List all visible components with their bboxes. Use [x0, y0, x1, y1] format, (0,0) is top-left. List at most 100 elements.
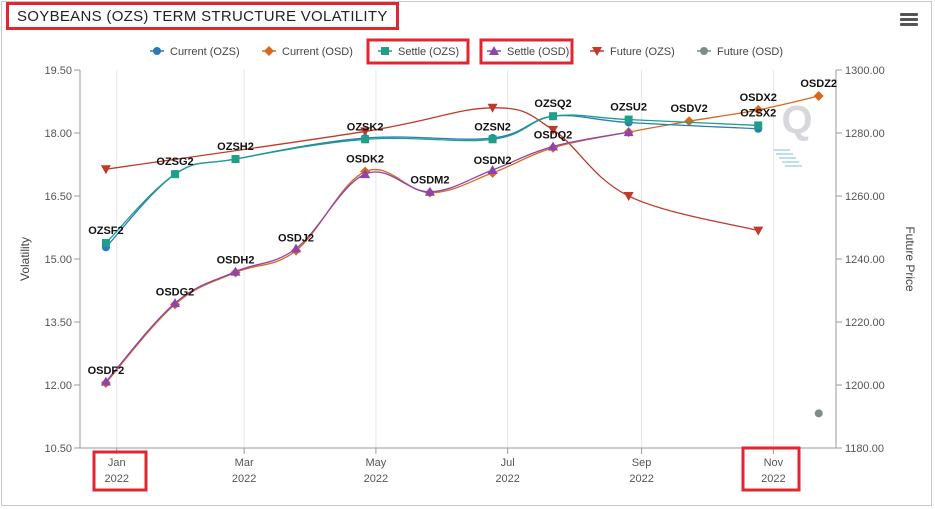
data-label: OSDZ2: [800, 78, 837, 90]
left-tick-label: 19.50: [44, 65, 72, 77]
data-point-future-ozs: [753, 226, 764, 236]
legend-label: Settle (OZS): [398, 46, 459, 58]
data-point-settle-osd: [170, 298, 181, 308]
series-future-ozs: [100, 103, 764, 236]
data-label: OSDQ2: [534, 130, 573, 142]
legend-label: Future (OSD): [717, 46, 783, 58]
data-point-future-ozs: [487, 103, 498, 113]
series-settle-osd: [100, 127, 634, 386]
legend-symbol: [489, 46, 499, 55]
data-label: OSDK2: [346, 154, 384, 166]
data-label: OZSX2: [740, 107, 776, 119]
data-point-settle-osd: [623, 127, 634, 137]
data-label: OSDM2: [410, 175, 449, 187]
data-point-settle-osd: [230, 266, 241, 276]
data-point-current-osd: [684, 116, 695, 127]
chart-title-box: SOYBEANS (OZS) TERM STRUCTURE VOLATILITY: [6, 2, 399, 30]
highlight-nov-2022: [741, 446, 801, 492]
data-label: OSDF2: [88, 365, 125, 377]
data-label: OZSK2: [347, 121, 384, 133]
x-tick-year: 2022: [364, 473, 388, 485]
series-future-osd: [814, 409, 823, 418]
x-tick-month: Mar: [235, 457, 254, 469]
legend-symbol: [381, 47, 389, 55]
data-point-settle-osd: [548, 141, 559, 151]
legend-item-current-ozs[interactable]: Current (OZS): [150, 46, 240, 58]
data-label: OSDH2: [217, 254, 255, 266]
legend-item-current-osd[interactable]: Current (OSD): [262, 46, 353, 58]
left-tick-label: 15.00: [44, 254, 72, 266]
legend-item-future-ozs[interactable]: Future (OZS): [590, 46, 675, 58]
left-tick-label: 16.50: [44, 191, 72, 203]
left-tick-label: 12.00: [44, 380, 72, 392]
legend-item-settle-osd[interactable]: Settle (OSD): [487, 46, 569, 58]
data-point-settle-ozs: [361, 135, 370, 144]
data-label: OZSU2: [610, 102, 647, 114]
x-tick-year: 2022: [232, 473, 256, 485]
legend-symbol: [264, 46, 274, 56]
data-point-settle-osd: [487, 164, 498, 174]
right-tick-label: 1180.00: [845, 443, 884, 455]
right-tick-label: 1260.00: [845, 191, 885, 203]
x-tick-year: 2022: [761, 473, 785, 485]
legend-item-future-osd[interactable]: Future (OSD): [697, 46, 783, 58]
right-tick-label: 1280.00: [845, 128, 885, 140]
series-current-osd: [100, 91, 824, 388]
data-label: OZSF2: [88, 225, 123, 237]
highlight-settle-osd: [479, 38, 574, 65]
data-point-settle-ozs: [754, 121, 763, 130]
data-label: OSDX2: [740, 92, 777, 104]
y-right-axis-title: Future Price: [903, 226, 917, 292]
x-tick-month: May: [366, 457, 387, 469]
right-tick-label: 1200.00: [845, 380, 885, 392]
data-point-settle-ozs: [549, 112, 558, 121]
data-point-settle-ozs: [488, 135, 497, 144]
x-tick-year: 2022: [495, 473, 519, 485]
legend-symbol: [700, 47, 708, 55]
hamburger-menu-icon[interactable]: [900, 12, 920, 28]
legend-label: Settle (OSD): [507, 46, 569, 58]
legend-label: Future (OZS): [610, 46, 675, 58]
watermark-logo: Q: [781, 98, 812, 142]
data-label: OZSN2: [474, 121, 511, 133]
legend-label: Current (OZS): [170, 46, 240, 58]
legend-label: Current (OSD): [282, 46, 353, 58]
data-point-settle-osd: [424, 186, 435, 196]
menu-bar: [900, 18, 918, 21]
x-tick-month: Jul: [501, 457, 515, 469]
left-tick-label: 10.50: [44, 443, 72, 455]
data-label: OZSG2: [156, 156, 193, 168]
data-label: OSDJ2: [278, 233, 314, 245]
data-label: OSDN2: [474, 155, 512, 167]
highlight-settle-ozs: [366, 38, 470, 65]
data-point-settle-ozs: [101, 239, 110, 248]
data-point-current-osd: [753, 104, 764, 115]
left-tick-label: 18.00: [44, 128, 72, 140]
data-label: OSDG2: [156, 286, 195, 298]
x-tick-month: Jan: [108, 457, 126, 469]
data-point-future-ozs: [623, 192, 634, 201]
right-tick-label: 1300.00: [845, 65, 885, 77]
data-point-settle-osd: [291, 243, 301, 253]
data-point-future-ozs: [548, 125, 559, 135]
data-point-settle-ozs: [171, 170, 180, 179]
data-label: OSDV2: [670, 103, 707, 115]
y-left-axis-title: Volatility: [18, 237, 32, 281]
right-tick-label: 1240.00: [845, 254, 885, 266]
data-point-current-osd: [813, 91, 824, 102]
data-point-future-ozs: [360, 127, 371, 137]
data-point-settle-osd: [100, 376, 111, 386]
data-point-future-osd: [814, 409, 823, 418]
legend-symbol: [153, 47, 161, 55]
right-tick-label: 1220.00: [845, 317, 885, 329]
legend-symbol: [592, 47, 602, 56]
data-label: OZSH2: [217, 141, 254, 153]
legend-item-settle-ozs[interactable]: Settle (OZS): [378, 46, 459, 58]
left-tick-label: 13.50: [44, 317, 72, 329]
menu-bar: [900, 13, 918, 16]
data-point-future-ozs: [100, 165, 111, 175]
menu-bar: [900, 23, 918, 26]
data-label: OZSQ2: [534, 98, 571, 110]
